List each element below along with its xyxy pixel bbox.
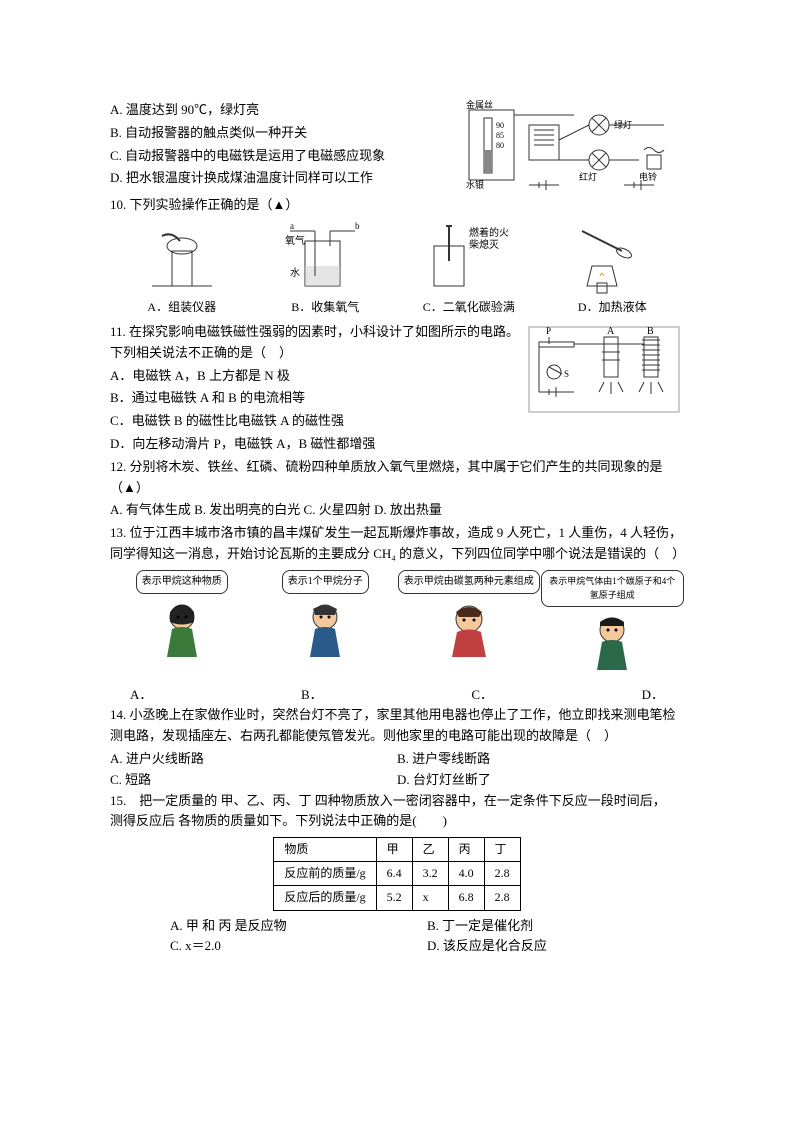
q11-stem: 11. 在探究影响电磁铁磁性强弱的因素时，小科设计了如图所示的电路。下列相关说法…: [110, 322, 524, 364]
q15-optD: D. 该反应是化合反应: [427, 936, 684, 957]
q9-optC: C. 自动报警器中的电磁铁是运用了电磁感应现象: [110, 146, 464, 167]
q13-bubbleD: 表示甲烷气体由1个碳原子和4个氢原子组成: [541, 570, 685, 607]
q11-diagram: P S A B: [524, 322, 684, 417]
q14-optB: B. 进户零线断路: [397, 749, 684, 770]
q9-optB: B. 自动报警器的触点类似一种开关: [110, 123, 464, 144]
q13-bubbleC: 表示甲烷由碳氢两种元素组成: [398, 570, 540, 594]
q11-optD: D．向左移动滑片 P，电磁铁 A，B 磁性都增强: [110, 434, 524, 455]
q11-optB: B．通过电磁铁 A 和 B 的电流相等: [110, 388, 524, 409]
q14-stem: 14. 小丞晚上在家做作业时，突然台灯不亮了，家里其他用电器也停止了工作，他立即…: [110, 705, 684, 747]
q10-labelD: D．加热液体: [541, 298, 685, 317]
svg-text:85: 85: [496, 131, 504, 140]
q13-labA: A．: [130, 685, 152, 706]
q13-labB: B．: [301, 685, 323, 706]
q14-optC: C. 短路: [110, 770, 397, 791]
q10-imgC: 燃着的火 柴熄灭: [419, 221, 519, 296]
svg-text:a: a: [290, 221, 294, 231]
q13-labC: C．: [471, 685, 493, 706]
q13-stem: 13. 位于江西丰城市洛市镇的昌丰煤矿发生一起瓦斯爆炸事故，造成 9 人死亡，1…: [110, 523, 684, 565]
q15-stem: 15. 把一定质量的 甲、乙、丙、丁 四种物质放入一密闭容器中，在一定条件下反应…: [110, 791, 684, 833]
svg-text:A: A: [607, 326, 615, 337]
q15-table: 物质 甲 乙 丙 丁 反应前的质量/g 6.4 3.2 4.0 2.8 反应后的…: [273, 837, 520, 911]
q10-stem: 10. 下列实验操作正确的是（▲）: [110, 195, 684, 216]
q13-personC: [439, 597, 499, 667]
q15-optC: C. x＝2.0: [170, 936, 427, 957]
q13-labD: D．: [642, 685, 664, 706]
q14-optA: A. 进户火线断路: [110, 749, 397, 770]
svg-text:S: S: [564, 369, 569, 379]
q9-optA: A. 温度达到 90℃，绿灯亮: [110, 100, 464, 121]
q10-imgB: a b 氧气 水: [275, 221, 375, 296]
q10-imgD: [562, 221, 662, 296]
svg-text:水: 水: [290, 267, 300, 279]
q14-optD: D. 台灯灯丝断了: [397, 770, 684, 791]
q13-personD: [582, 610, 642, 680]
q11-optC: C．电磁铁 B 的磁性比电磁铁 A 的磁性强: [110, 411, 524, 432]
q15-optA: A. 甲 和 丙 是反应物: [170, 916, 427, 937]
q13-labels: A． B． C． D．: [110, 685, 684, 706]
svg-text:柴熄灭: 柴熄灭: [469, 238, 499, 251]
q14-opts: A. 进户火线断路 B. 进户零线断路: [110, 749, 684, 770]
q9-optD: D. 把水银温度计换成煤油温度计同样可以工作: [110, 168, 464, 189]
q15-opts: A. 甲 和 丙 是反应物 B. 丁一定是催化剂: [110, 916, 684, 937]
q10-labelA: A．组装仪器: [110, 298, 254, 317]
svg-text:燃着的火: 燃着的火: [469, 226, 509, 239]
svg-text:金属丝: 金属丝: [466, 100, 493, 110]
svg-text:水银: 水银: [466, 179, 484, 190]
q12-opts: A. 有气体生成 B. 发出明亮的白光 C. 火星四射 D. 放出热量: [110, 500, 684, 521]
q10-labelC: C．二氧化碳验满: [397, 298, 541, 317]
q9-block: A. 温度达到 90℃，绿灯亮 B. 自动报警器的触点类似一种开关 C. 自动报…: [110, 100, 684, 195]
q9-diagram: 90 85 80 金属丝 水银 绿灯 红灯 电铃: [464, 100, 684, 195]
svg-text:氧气: 氧气: [285, 234, 305, 247]
q10-imgA: [142, 221, 222, 296]
q13-personB: [295, 597, 355, 667]
svg-text:电铃: 电铃: [639, 171, 657, 182]
svg-text:80: 80: [496, 141, 504, 150]
q12-stem: 12. 分别将木炭、铁丝、红磷、硫粉四种单质放入氧气里燃烧，其中属于它们产生的共…: [110, 457, 684, 499]
svg-text:B: B: [647, 326, 654, 337]
q11-optA: A．电磁铁 A，B 上方都是 N 极: [110, 366, 524, 387]
q13-bubbleB: 表示1个甲烷分子: [282, 570, 369, 594]
q13-personA: [152, 597, 212, 667]
svg-text:P: P: [546, 326, 551, 336]
svg-text:b: b: [355, 221, 360, 231]
q10-images: A．组装仪器 a b 氧气 水 B．收集氧气 燃着的火 柴熄灭 C．二氧化碳验满: [110, 221, 684, 317]
svg-text:红灯: 红灯: [579, 171, 597, 182]
q11-block: 11. 在探究影响电磁铁磁性强弱的因素时，小科设计了如图所示的电路。下列相关说法…: [110, 322, 684, 457]
svg-text:90: 90: [496, 121, 504, 130]
q15-optB: B. 丁一定是催化剂: [427, 916, 684, 937]
q13-people: 表示甲烷这种物质 表示1个甲烷分子 表示甲烷由碳氢两种元素组成 表示甲烷气体由1…: [110, 570, 684, 680]
q13-bubbleA: 表示甲烷这种物质: [136, 570, 228, 594]
q10-labelB: B．收集氧气: [254, 298, 398, 317]
